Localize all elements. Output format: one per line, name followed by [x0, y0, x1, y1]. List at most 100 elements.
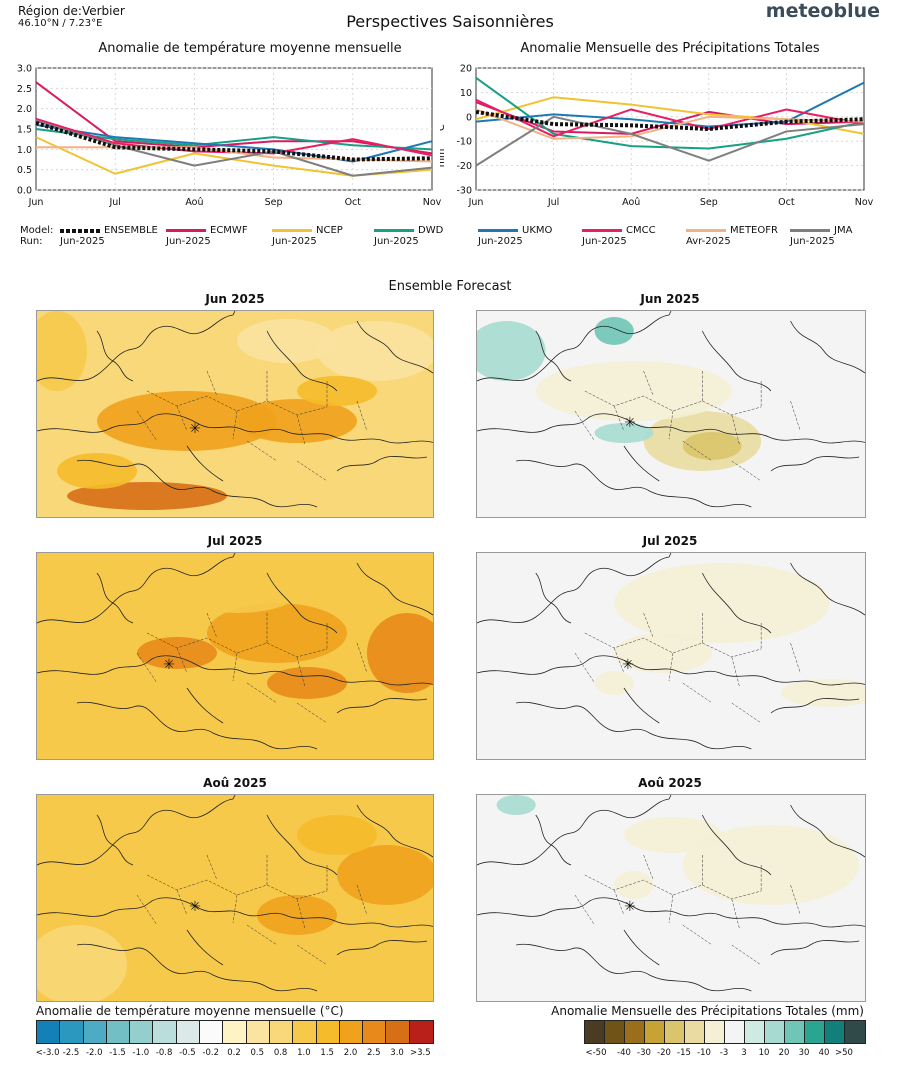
colorbar-cell	[223, 1021, 247, 1043]
legend-item-ukmo: UKMO Jun-2025	[478, 225, 582, 249]
legend-model-name: METEOFR	[730, 225, 778, 236]
colorbar-label: -40	[617, 1048, 631, 1058]
legend-run-label: Run:	[20, 236, 43, 247]
precip-series-meteofr	[475, 108, 865, 140]
legend-swatch	[790, 229, 830, 232]
country-borders	[574, 370, 801, 482]
anomaly-region	[535, 361, 732, 421]
map-title-temp-jun: Jun 2025	[205, 292, 265, 306]
precip-anomaly-map-jun: ✳	[476, 310, 866, 518]
location-marker-icon: ✳	[163, 657, 175, 673]
temp-x-tick-label: Aoû	[185, 197, 203, 208]
temp-colorbar-title: Anomalie de température moyenne mensuell…	[36, 1004, 344, 1018]
legend-swatch	[60, 229, 100, 233]
location-marker-icon: ✳	[624, 899, 635, 915]
anomaly-region	[207, 603, 347, 663]
anomaly-region	[594, 423, 654, 443]
brand-logo[interactable]: meteoblue	[765, 0, 880, 22]
legend-swatch	[272, 229, 312, 232]
colorbar-label: -2.0	[85, 1048, 103, 1058]
colorbar-cell	[585, 1021, 605, 1043]
colorbar-cell	[60, 1021, 84, 1043]
colorbar-label: -0.8	[155, 1048, 173, 1058]
colorbar-label: >3.5	[410, 1048, 431, 1058]
map-title-precip-jul: Jul 2025	[642, 534, 698, 548]
legend-run-date: Jun-2025	[60, 236, 105, 247]
colorbar-cell	[316, 1021, 340, 1043]
anomaly-region	[137, 637, 217, 669]
legend-model-label: Model:	[20, 225, 54, 236]
map-title-precip-jun: Jun 2025	[640, 292, 700, 306]
colorbar-cell	[605, 1021, 625, 1043]
colorbar-label: -15	[677, 1048, 691, 1058]
precip-series-cmcc	[475, 98, 865, 138]
temp-anomaly-map-jul: ✳	[36, 552, 434, 760]
legend-swatch	[166, 229, 206, 232]
colorbar-label: -0.2	[202, 1048, 219, 1058]
colorbar-cell	[705, 1021, 725, 1043]
legend-model-name: DWD	[418, 225, 444, 236]
colorbar-cell	[363, 1021, 387, 1043]
legend-item-ensemble: ENSEMBLE Jun-2025	[60, 225, 164, 249]
precip-y-tick-label: 10	[460, 88, 472, 99]
legend-model-name: UKMO	[522, 225, 553, 236]
anomaly-region	[367, 613, 433, 693]
anomaly-region	[267, 667, 347, 699]
temp-series-jma	[35, 119, 433, 177]
precip-x-tick-label: Aoû	[622, 197, 640, 208]
precip-x-tick-label: Jun	[468, 197, 484, 208]
anomaly-region	[682, 825, 860, 905]
anomaly-region	[97, 391, 277, 451]
region-label: Région de:Verbier	[18, 4, 125, 18]
temp-y-tick-label: 3.0	[17, 64, 32, 75]
temp-chart-title: Anomalie de température moyenne mensuell…	[98, 41, 402, 56]
ensemble-title: Ensemble Forecast	[388, 279, 512, 294]
legend-run-date: Jun-2025	[582, 236, 627, 247]
map-title-temp-aug: Aoû 2025	[203, 776, 267, 790]
country-borders	[136, 370, 368, 482]
anomaly-region	[237, 319, 337, 363]
colorbar-cell	[246, 1021, 270, 1043]
location-marker-icon: ✳	[189, 421, 201, 437]
coastline	[37, 795, 433, 992]
colorbar-label: 0.5	[250, 1048, 265, 1058]
location-marker-icon: ✳	[622, 657, 633, 673]
precip-x-tick-label: Sep	[700, 197, 718, 208]
precip-series-ncep	[475, 96, 865, 135]
anomaly-region	[337, 845, 433, 905]
colorbar-cell	[765, 1021, 785, 1043]
colorbar-label: 1.5	[320, 1048, 334, 1058]
legend-swatch	[686, 229, 726, 232]
colorbar-label: 30	[798, 1048, 810, 1058]
precip-colorbar-labels: <-50 -40 -30 -20 -15 -10 -3 3 10 20 30 40 >50	[584, 1048, 864, 1060]
anomaly-region	[317, 321, 433, 381]
colorbar-label: <-3.0	[35, 1048, 60, 1058]
legend-model-name: JMA	[834, 225, 853, 236]
colorbar-cell	[625, 1021, 645, 1043]
legend-swatch	[582, 229, 622, 232]
temp-y-tick-label: 0.0	[17, 186, 32, 197]
temp-y-tick-label: 2.5	[17, 84, 32, 95]
colorbar-cell	[805, 1021, 825, 1043]
legend-item-jma: JMA Jun-2025	[790, 225, 894, 249]
precip-y-axis-label: mm	[440, 149, 447, 168]
legend-model-name: CMCC	[626, 225, 656, 236]
colorbar-label: -2.5	[62, 1048, 80, 1058]
temp-y-tick-label: 0.5	[17, 165, 32, 176]
legend-run-date: Avr-2025	[686, 236, 731, 247]
precip-x-tick-label: Jul	[547, 197, 559, 208]
legend-swatch	[374, 229, 414, 232]
colorbar-label: -3	[719, 1048, 729, 1058]
temp-x-tick-label: Sep	[265, 197, 283, 208]
temp-y-tick-label: 1.5	[17, 125, 32, 136]
temp-series-meteofr	[36, 146, 433, 163]
anomaly-region	[37, 311, 87, 391]
anomaly-region	[37, 553, 157, 613]
country-borders	[574, 612, 801, 724]
temp-series-dwd	[35, 128, 433, 151]
precip-series-ensemble	[475, 109, 865, 131]
colorbar-cell	[269, 1021, 294, 1043]
precip-y-tick-label: -20	[456, 161, 472, 172]
legend-run-date: Jun-2025	[478, 236, 523, 247]
temp-x-tick-label: Oct	[345, 197, 362, 208]
